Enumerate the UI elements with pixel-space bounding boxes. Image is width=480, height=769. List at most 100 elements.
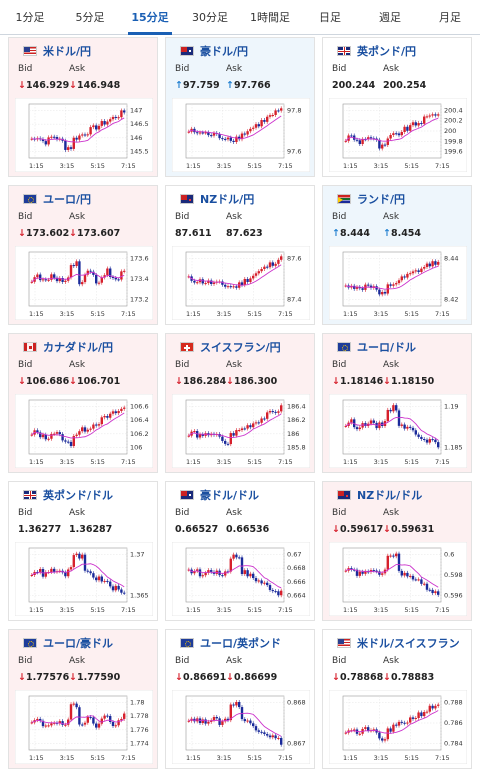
candlestick-chart[interactable]: 0.67 0.668 0.666 0.664 1:15 3:15 5:15 7:15 — [172, 542, 310, 616]
moving-average-line — [31, 117, 125, 143]
pair-name[interactable]: 米ドル/円 — [43, 45, 92, 58]
bid-value: 87.611 — [175, 228, 212, 239]
candle-body — [378, 139, 381, 149]
rate-card[interactable]: 豪ドル/ドル Bid Ask 0.66527 0.66536 0.67 0.668 0.666… — [165, 481, 315, 621]
pair-name[interactable]: NZドル/円 — [200, 193, 255, 206]
candle-body — [397, 280, 401, 284]
tab-5[interactable]: 日足 — [319, 11, 341, 24]
tab-3[interactable]: 30分足 — [192, 11, 228, 24]
tab-7[interactable]: 月足 — [439, 11, 461, 24]
candle-body — [417, 712, 420, 718]
ask-label: Ask — [383, 212, 400, 222]
candlestick-chart[interactable]: 106.6 106.4 106.2 106 1:15 3:15 5:15 7:15 — [15, 394, 153, 468]
candlestick-chart[interactable]: 87.6 87.4 1:15 3:15 5:15 7:15 — [172, 246, 310, 320]
ask-value-text: 0.86699 — [233, 672, 278, 683]
candle-body — [193, 431, 196, 433]
pair-name[interactable]: 豪ドル/ドル — [200, 489, 260, 502]
candle-body — [212, 282, 216, 284]
tab-2[interactable]: 15分足 — [120, 0, 180, 35]
rate-card[interactable]: ユーロ/ドル Bid Ask ↓1.18146 ↓1.18150 1.19 1.185 1:1… — [322, 333, 472, 473]
candlestick-chart[interactable]: 0.6 0.598 0.596 1:15 3:15 5:15 7:15 — [329, 542, 467, 616]
candle-body — [243, 133, 246, 135]
pair-name[interactable]: 米ドル/スイスフラン — [357, 637, 460, 650]
candle-body — [403, 722, 406, 724]
eu-flag-icon — [23, 194, 37, 204]
rate-card[interactable]: ユーロ/英ポンド Bid Ask ↓0.86691 ↓0.86699 0.868 0.867… — [165, 629, 315, 769]
candle-body — [406, 426, 409, 429]
bid-label: Bid — [18, 212, 33, 222]
candle-body — [67, 147, 70, 150]
candlestick-chart[interactable]: 97.8 97.6 1:15 3:15 5:15 7:15 — [172, 98, 310, 172]
candle-body — [69, 147, 73, 149]
pair-name[interactable]: ランド/円 — [357, 193, 406, 206]
candle-body — [358, 427, 361, 430]
y-tick-label: 1.774 — [130, 740, 149, 748]
candle-body — [254, 726, 258, 731]
candlestick-chart[interactable]: 8.44 8.42 1:15 3:15 5:15 7:15 — [329, 246, 467, 320]
bid-label: Bid — [175, 656, 190, 666]
pair-name[interactable]: NZドル/ドル — [357, 489, 423, 502]
candle-body — [103, 416, 106, 418]
rate-card[interactable]: 米ドル/円 Bid Ask ↓146.929 ↓146.948 147 146.5 146 14… — [8, 37, 158, 177]
candle-body — [114, 725, 117, 727]
chart-plot-area — [28, 103, 128, 159]
tab-1[interactable]: 5分足 — [75, 11, 105, 24]
pair-name[interactable]: ユーロ/英ポンド — [200, 637, 282, 650]
candlestick-chart[interactable]: 0.788 0.786 0.784 1:15 3:15 5:15 7:15 — [329, 690, 467, 764]
rate-card[interactable]: NZドル/円 Bid Ask 87.611 87.623 87.6 87.4 1:15 3:15… — [165, 185, 315, 325]
pair-name[interactable]: 英ポンド/ドル — [43, 489, 114, 502]
candlestick-chart[interactable]: 173.6 173.4 173.2 1:15 3:15 5:15 7:15 — [15, 246, 153, 320]
tab-0[interactable]: 1分足 — [15, 11, 45, 24]
y-tick-label: 106.2 — [130, 430, 149, 438]
candle-body — [257, 422, 260, 424]
pair-name[interactable]: ユーロ/円 — [43, 193, 92, 206]
rate-card[interactable]: ユーロ/豪ドル Bid Ask ↓1.77576 ↓1.77590 1.78 1.778 1.… — [8, 629, 158, 769]
down-arrow-icon: ↓ — [175, 672, 183, 683]
pair-name[interactable]: スイスフラン/円 — [200, 341, 281, 354]
candle-body — [249, 425, 252, 428]
x-tick-label: 5:15 — [247, 458, 262, 466]
candlestick-chart[interactable]: 147 146.5 146 145.5 1:15 3:15 5:15 7:15 — [15, 98, 153, 172]
candle-body — [350, 135, 353, 137]
pair-name[interactable]: 豪ドル/円 — [200, 45, 249, 58]
candlestick-chart[interactable]: 1.78 1.778 1.776 1.774 1:15 3:15 5:15 7:15 — [15, 690, 153, 764]
candle-body — [106, 268, 109, 276]
x-tick-label: 7:15 — [435, 754, 450, 762]
candlestick-chart[interactable]: 1.37 1.365 1:15 3:15 5:15 7:15 — [15, 542, 153, 616]
tab-6[interactable]: 週足 — [379, 11, 401, 24]
x-tick-label: 3:15 — [60, 162, 75, 170]
pair-name[interactable]: カナダドル/円 — [43, 341, 114, 354]
x-tick-label: 3:15 — [217, 606, 232, 614]
rate-card[interactable]: ユーロ/円 Bid Ask ↓173.602 ↓173.607 173.6 173.4 173… — [8, 185, 158, 325]
pair-name[interactable]: ユーロ/豪ドル — [43, 637, 114, 650]
candle-body — [369, 420, 373, 424]
candle-body — [411, 717, 415, 719]
candle-body — [103, 715, 106, 719]
candlestick-chart[interactable]: 1.19 1.185 1:15 3:15 5:15 7:15 — [329, 394, 467, 468]
candle-body — [409, 125, 412, 131]
x-tick-label: 1:15 — [343, 310, 358, 318]
tab-4[interactable]: 1時間足 — [250, 11, 290, 24]
candle-body — [193, 571, 196, 574]
rate-card[interactable]: ランド/円 Bid Ask ↑8.444 ↑8.454 8.44 8.42 1:15 3:15 5… — [322, 185, 472, 325]
rate-card[interactable]: 豪ドル/円 Bid Ask ↑97.759 ↑97.766 97.8 97.6 1:15 3:1… — [165, 37, 315, 177]
y-tick-label: 1.19 — [444, 402, 458, 410]
candlestick-chart[interactable]: 0.868 0.867 1:15 3:15 5:15 7:15 — [172, 690, 310, 764]
rate-card[interactable]: 米ドル/スイスフラン Bid Ask ↓0.78868 ↓0.78883 0.788 0.7… — [322, 629, 472, 769]
rate-card[interactable]: カナダドル/円 Bid Ask ↓106.686 ↓106.701 106.6 106.4 1… — [8, 333, 158, 473]
ask-label: Ask — [226, 64, 243, 74]
candlestick-chart[interactable]: 200.4 200.2 200 199.8 199.6 1:15 3:15 5:15 7:15 — [329, 98, 467, 172]
candle-body — [204, 572, 207, 576]
pair-name[interactable]: 英ポンド/円 — [357, 45, 417, 58]
rate-card[interactable]: NZドル/ドル Bid Ask ↓0.59617 ↓0.59631 0.6 0.598 0.5… — [322, 481, 472, 621]
candle-body — [226, 718, 230, 721]
candle-body — [263, 418, 266, 420]
candle-body — [229, 704, 232, 721]
rate-card[interactable]: スイスフラン/円 Bid Ask ↓186.284 ↓186.300 186.4 186.2… — [165, 333, 315, 473]
candlestick-chart[interactable]: 186.4 186.2 186 185.8 1:15 3:15 5:15 7:15 — [172, 394, 310, 468]
x-tick-label: 7:15 — [121, 310, 136, 318]
rate-card[interactable]: 英ポンド/ドル Bid Ask 1.36277 1.36287 1.37 1.365 1:15… — [8, 481, 158, 621]
pair-name[interactable]: ユーロ/ドル — [357, 341, 417, 354]
bid-value-text: 173.602 — [25, 228, 70, 239]
rate-card[interactable]: 英ポンド/円 Bid Ask 200.244 200.254 200.4 200.2 200 1… — [322, 37, 472, 177]
